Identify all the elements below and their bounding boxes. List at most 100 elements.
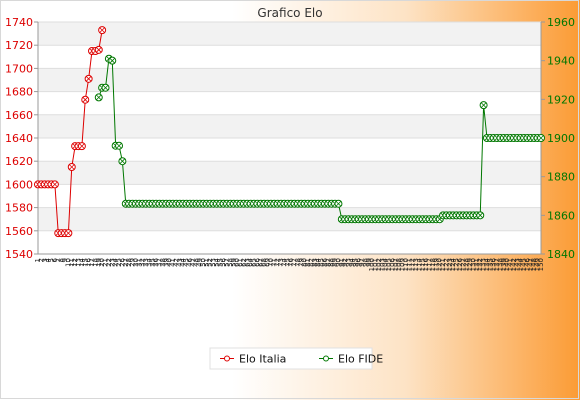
- x-tick-label: 60: [233, 258, 241, 267]
- x-tick-label: 77: [291, 258, 299, 267]
- x-tick-label: 18: [91, 258, 99, 267]
- x-tick-label: 72: [274, 258, 282, 267]
- right-tick-label: 1840: [547, 248, 575, 261]
- x-tick-label: 65: [250, 258, 258, 267]
- x-tick-label: 52: [206, 258, 214, 267]
- x-tick-label: 128: [463, 258, 471, 271]
- grid-band: [38, 68, 541, 92]
- data-point-cross: [480, 102, 487, 108]
- x-tick-label: 94: [348, 257, 356, 266]
- x-tick-label: 145: [520, 258, 528, 271]
- x-tick-label: 140: [503, 258, 511, 271]
- x-tick-label: 92: [341, 258, 349, 267]
- x-tick-label: 93: [345, 258, 353, 267]
- x-tick-label: 73: [277, 258, 285, 267]
- x-tick-label: 28: [125, 258, 133, 267]
- x-tick-label: 79: [297, 258, 305, 267]
- left-tick-label: 1620: [5, 155, 33, 168]
- x-tick-label: 104: [382, 257, 390, 271]
- left-tick-label: 1740: [5, 16, 33, 29]
- x-tick-label: 69: [264, 258, 272, 267]
- grid-band: [38, 207, 541, 231]
- legend-swatch-marker: [224, 355, 230, 362]
- right-tick-label: 1940: [547, 55, 575, 68]
- x-tick-label: 70: [267, 258, 275, 267]
- x-tick-label: 88: [328, 258, 336, 267]
- x-tick-label: 100: [368, 258, 376, 271]
- data-point-cross: [538, 135, 544, 141]
- x-tick-label: 82: [307, 258, 315, 267]
- x-tick-label: 141: [507, 258, 515, 271]
- right-tick-label: 1860: [547, 209, 575, 222]
- x-tick-label: 149: [534, 258, 542, 271]
- x-tick-label: 29: [129, 258, 137, 267]
- data-point-cross: [119, 158, 126, 164]
- x-tick-label: 61: [237, 258, 245, 267]
- x-tick-label: 103: [378, 258, 386, 271]
- x-tick-label: 58: [226, 258, 234, 267]
- left-tick-label: 1680: [5, 86, 33, 99]
- x-tick-label: 95: [351, 258, 359, 267]
- x-tick-label: 71: [270, 258, 278, 267]
- data-point-cross: [102, 84, 109, 91]
- x-tick-label: 6: [51, 257, 59, 262]
- x-tick-label: 67: [257, 258, 265, 267]
- grid-band: [38, 161, 541, 185]
- data-point-cross: [95, 47, 102, 53]
- x-tick-label: 110: [402, 258, 410, 271]
- x-tick-label: 2: [37, 258, 45, 262]
- x-tick-label: 27: [122, 258, 130, 267]
- x-tick-label: 10: [64, 258, 72, 267]
- x-tick-label: 86: [321, 257, 329, 266]
- x-tick-label: 122: [442, 258, 450, 271]
- x-tick-label: 37: [156, 258, 164, 267]
- x-tick-label: 23: [108, 258, 116, 267]
- x-tick-label: 25: [115, 258, 123, 267]
- x-tick-label: 76: [287, 257, 295, 266]
- x-tick-label: 108: [395, 258, 403, 271]
- x-tick-label: 41: [169, 258, 177, 267]
- x-tick-label: 146: [523, 257, 531, 271]
- x-tick-label: 78: [294, 258, 302, 267]
- x-tick-label: 120: [436, 258, 444, 271]
- x-tick-label: 59: [230, 258, 238, 267]
- data-point-cross: [109, 57, 116, 64]
- x-tick-label: 89: [331, 258, 339, 267]
- x-tick-label: 114: [415, 257, 423, 271]
- x-tick-label: 74: [280, 257, 288, 266]
- x-tick-label: 66: [253, 257, 261, 266]
- x-tick-label: 117: [426, 258, 434, 271]
- x-tick-label: 15: [81, 258, 89, 267]
- x-tick-label: 98: [361, 258, 369, 267]
- left-tick-label: 1700: [5, 62, 33, 75]
- x-tick-label: 17: [88, 258, 96, 267]
- x-tick-label: 35: [149, 258, 157, 267]
- x-tick-label: 62: [240, 258, 248, 267]
- x-tick-label: 4: [44, 257, 52, 262]
- x-tick-label: 112: [409, 258, 417, 271]
- x-tick-label: 133: [480, 258, 488, 271]
- data-point-cross: [335, 200, 342, 207]
- x-tick-label: 38: [159, 258, 167, 267]
- x-tick-label: 8: [58, 258, 66, 262]
- x-tick-label: 16: [85, 257, 93, 266]
- x-tick-label: 129: [466, 258, 474, 271]
- x-tick-label: 54: [213, 257, 221, 266]
- x-tick-label: 99: [365, 258, 373, 267]
- x-tick-label: 121: [439, 258, 447, 271]
- x-tick-label: 150: [537, 258, 545, 271]
- x-tick-label: 119: [432, 258, 440, 271]
- x-tick-label: 137: [493, 258, 501, 271]
- x-tick-label: 32: [139, 258, 147, 267]
- x-tick-label: 24: [112, 257, 120, 266]
- legend-box: [209, 347, 373, 370]
- x-tick-label: 55: [216, 258, 224, 267]
- x-tick-label: 64: [247, 257, 255, 266]
- x-tick-label: 111: [405, 258, 413, 271]
- x-tick-label: 3: [41, 258, 49, 262]
- x-tick-label: 147: [527, 258, 535, 271]
- data-point-cross: [99, 27, 105, 33]
- x-tick-label: 136: [490, 257, 498, 271]
- x-tick-label: 102: [375, 258, 383, 271]
